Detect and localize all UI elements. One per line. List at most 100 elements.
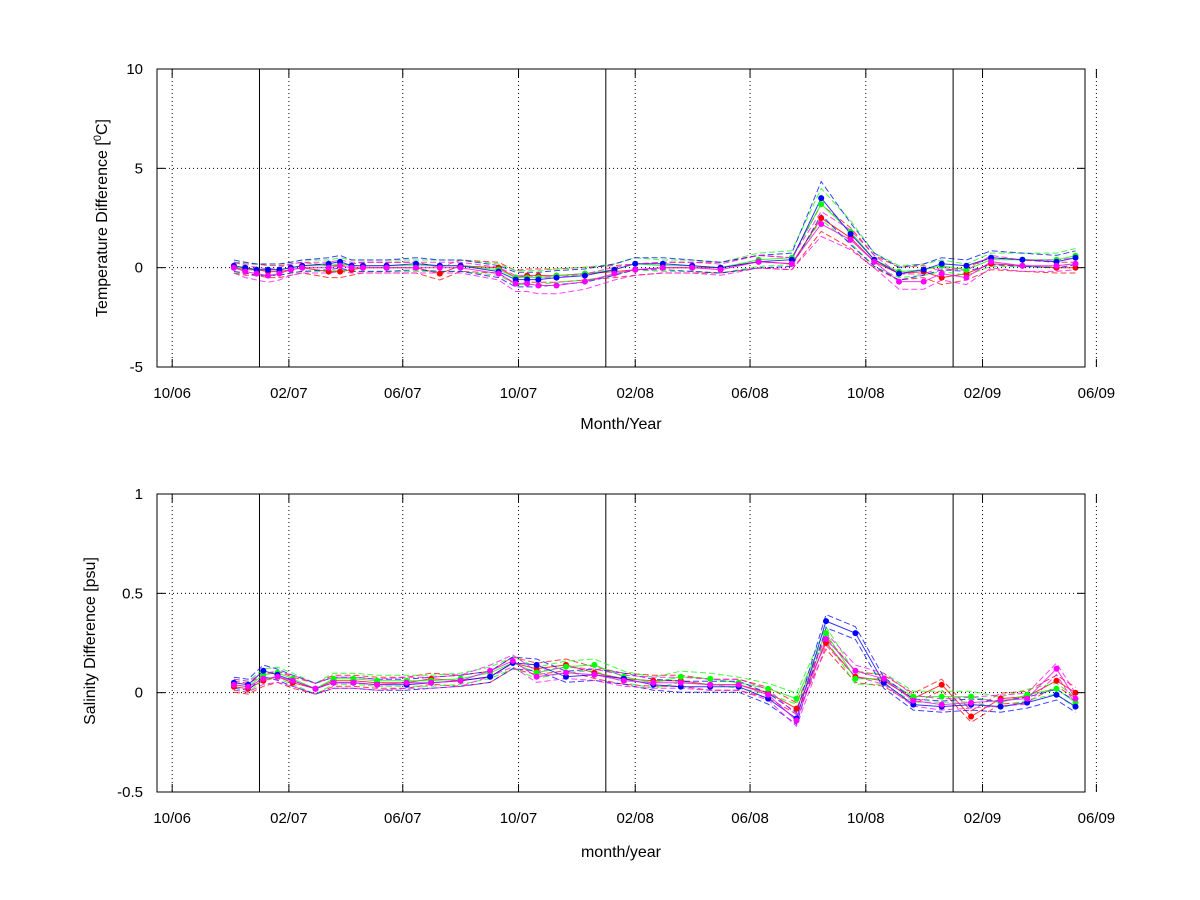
salinity-data-point: [938, 681, 945, 688]
salinity-data-point: [938, 701, 945, 708]
salinity-data-point: [487, 667, 494, 674]
temperature-data-point: [457, 264, 464, 271]
temperature-data-point: [963, 262, 970, 269]
salinity-data-point: [533, 661, 540, 668]
salinity-data-point: [509, 657, 516, 664]
temperature-data-point: [383, 264, 390, 271]
temperature-series-lower-bound: [233, 219, 1076, 286]
salinity-data-point: [968, 693, 975, 700]
salinity-data-point: [650, 679, 657, 686]
temperature-data-point: [920, 266, 927, 273]
salinity-data-point: [1072, 695, 1079, 702]
salinity-series-upper-bound: [233, 631, 1076, 716]
temperature-data-point: [581, 272, 588, 279]
salinity-data-point: [968, 699, 975, 706]
temperature-data-point: [265, 272, 271, 279]
temperature-x-tick-label: 02/07: [270, 385, 308, 402]
salinity-x-tick-label: 02/08: [616, 810, 654, 827]
temperature-x-tick-label: 06/09: [1078, 385, 1116, 402]
temperature-x-tick-label: 10/07: [500, 385, 538, 402]
salinity-data-point: [1053, 685, 1060, 692]
salinity-x-tick-label: 06/08: [731, 810, 769, 827]
salinity-data-point: [563, 663, 569, 670]
salinity-data-point: [533, 673, 540, 680]
temperature-data-point: [632, 266, 639, 273]
salinity-data-point: [403, 679, 410, 686]
temperature-data-point: [337, 268, 344, 275]
salinity-data-point: [330, 679, 337, 686]
temperature-data-point: [495, 270, 502, 277]
temperature-data-point: [287, 266, 294, 273]
salinity-data-point: [563, 669, 569, 676]
temperature-data-point: [276, 270, 283, 277]
salinity-data-point: [374, 681, 381, 688]
salinity-series-upper-bound: [233, 635, 1076, 712]
salinity-data-point: [1072, 703, 1079, 710]
salinity-data-point: [823, 636, 829, 642]
salinity-y-axis-title: Salinity Difference [psu]: [82, 557, 99, 725]
temperature-data-point: [348, 264, 355, 271]
temperature-x-tick-label: 02/09: [964, 385, 1002, 402]
salinity-data-point: [968, 713, 975, 720]
salinity-data-point: [793, 695, 800, 702]
salinity-data-point: [274, 673, 281, 680]
salinity-data-point: [765, 691, 772, 698]
salinity-data-point: [793, 717, 800, 724]
temperature-data-point: [847, 230, 854, 237]
salinity-y-tick-label: 0.5: [122, 585, 143, 602]
temperature-x-tick-label: 02/08: [616, 385, 654, 402]
temperature-data-point: [632, 260, 639, 267]
salinity-data-point: [591, 671, 598, 678]
temperature-y-axis-title-part: Temperature Difference [: [94, 141, 111, 317]
temperature-data-point: [1019, 256, 1026, 263]
salinity-x-tick-label: 06/07: [384, 810, 422, 827]
salinity-data-point: [910, 697, 917, 704]
salinity-data-point: [428, 679, 435, 686]
salinity-data-point: [487, 673, 494, 680]
temperature-data-point: [871, 258, 878, 265]
temperature-data-point: [963, 274, 970, 281]
salinity-data-point: [457, 677, 464, 684]
temperature-y-axis-title-superscript: 0: [92, 135, 104, 141]
salinity-data-point: [260, 667, 267, 674]
temperature-data-point: [818, 201, 825, 208]
temperature-data-point: [659, 264, 666, 271]
temperature-data-point: [938, 270, 945, 277]
salinity-data-point: [793, 705, 800, 712]
temperature-data-points: [230, 195, 1079, 289]
salinity-series-line: [233, 638, 1076, 722]
salinity-data-point: [735, 681, 742, 688]
temperature-y-tick-label: 5: [135, 160, 143, 177]
temperature-x-tick-label: 10/06: [153, 385, 191, 402]
salinity-x-tick-label: 10/07: [500, 810, 538, 827]
temperature-data-point: [436, 264, 443, 271]
salinity-y-tick-label: 0: [135, 685, 143, 702]
salinity-axis-ticks: 10/06 02/07 06/07 10/07 02/08 06/08 10/08 02/09…: [117, 486, 1115, 827]
temperature-data-point: [896, 270, 902, 277]
temperature-data-point: [689, 264, 696, 271]
temperature-data-point: [988, 258, 995, 265]
salinity-data-point: [852, 630, 859, 637]
temperature-x-axis-title: Month/Year: [580, 416, 662, 433]
temperature-x-tick-label: 06/08: [731, 385, 769, 402]
temperature-data-point: [230, 264, 237, 271]
salinity-data-point: [997, 703, 1004, 710]
salinity-data-point: [1053, 691, 1060, 698]
temperature-y-tick-label: 0: [135, 260, 143, 277]
salinity-data-point: [230, 681, 237, 688]
temperature-data-point: [847, 236, 854, 243]
salinity-x-tick-label: 02/07: [270, 810, 308, 827]
temperature-data-point: [553, 274, 560, 281]
salinity-y-tick-label: -0.5: [117, 784, 143, 801]
temperature-data-point: [535, 282, 542, 289]
temperature-data-point: [938, 260, 945, 267]
salinity-series-upper-bound: [233, 625, 1076, 698]
temperature-data-point: [717, 266, 724, 273]
temperature-data-point: [818, 221, 825, 227]
salinity-data-point: [677, 673, 684, 680]
salinity-data-point: [289, 677, 296, 684]
salinity-x-axis-title: month/year: [581, 844, 662, 861]
temperature-data-point: [242, 268, 249, 275]
temperature-data-point: [611, 270, 618, 277]
